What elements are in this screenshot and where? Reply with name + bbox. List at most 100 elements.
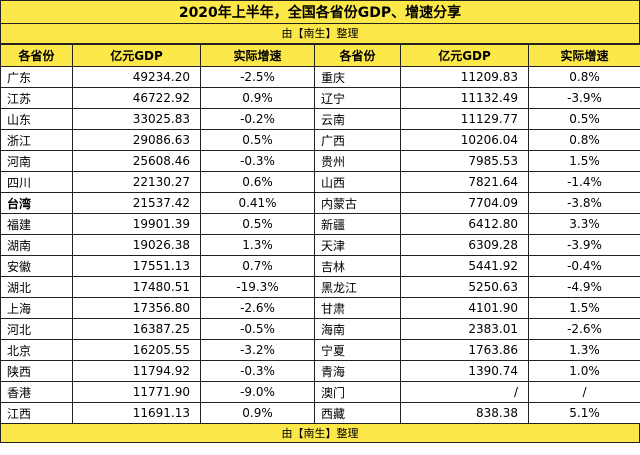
table-title: 2020年上半年，全国各省份GDP、增速分享 <box>0 0 640 24</box>
gdp-value-right: 10206.04 <box>400 129 529 151</box>
gdp-value-right: 7985.53 <box>400 150 529 172</box>
growth-rate-left: 0.6% <box>200 171 315 193</box>
province-name-left: 河北 <box>0 318 73 340</box>
province-name-right: 西藏 <box>314 402 401 424</box>
growth-rate-right: 1.0% <box>528 360 640 382</box>
growth-rate-left: 0.9% <box>200 87 315 109</box>
table-row: 山东 33025.83 -0.2% 云南 11129.77 0.5% <box>0 108 640 130</box>
table-subtitle: 由【南生】整理 <box>0 24 640 44</box>
gdp-value-right: 6309.28 <box>400 234 529 256</box>
province-name-right: 青海 <box>314 360 401 382</box>
province-name-left: 台湾 <box>0 192 73 214</box>
gdp-value-right: 7704.09 <box>400 192 529 214</box>
header-row: 各省份 亿元GDP 实际增速 各省份 亿元GDP 实际增速 <box>0 44 640 67</box>
gdp-table: 各省份 亿元GDP 实际增速 各省份 亿元GDP 实际增速 广东 49234.20… <box>0 44 640 424</box>
gdp-value-right: 4101.90 <box>400 297 529 319</box>
table-row: 上海 17356.80 -2.6% 甘肃 4101.90 1.5% <box>0 297 640 319</box>
province-name-left: 江苏 <box>0 87 73 109</box>
table-row: 广东 49234.20 -2.5% 重庆 11209.83 0.8% <box>0 66 640 88</box>
gdp-value-right: 838.38 <box>400 402 529 424</box>
growth-rate-right: 0.8% <box>528 66 640 88</box>
gdp-value-right: 1390.74 <box>400 360 529 382</box>
table-row: 河南 25608.46 -0.3% 贵州 7985.53 1.5% <box>0 150 640 172</box>
province-name-right: 辽宁 <box>314 87 401 109</box>
gdp-value-left: 21537.42 <box>72 192 201 214</box>
growth-rate-left: -9.0% <box>200 381 315 403</box>
province-name-right: 黑龙江 <box>314 276 401 298</box>
growth-rate-right: 0.5% <box>528 108 640 130</box>
table-body: 广东 49234.20 -2.5% 重庆 11209.83 0.8% 江苏 46722.92 0… <box>0 66 640 424</box>
province-name-right: 广西 <box>314 129 401 151</box>
province-name-right: 贵州 <box>314 150 401 172</box>
province-name-right: 内蒙古 <box>314 192 401 214</box>
gdp-value-left: 11771.90 <box>72 381 201 403</box>
province-name-right: 天津 <box>314 234 401 256</box>
table-row: 河北 16387.25 -0.5% 海南 2383.01 -2.6% <box>0 318 640 340</box>
province-name-right: 山西 <box>314 171 401 193</box>
province-name-right: 云南 <box>314 108 401 130</box>
province-name-left: 浙江 <box>0 129 73 151</box>
table-row: 台湾 21537.42 0.41% 内蒙古 7704.09 -3.8% <box>0 192 640 214</box>
province-name-right: 宁夏 <box>314 339 401 361</box>
table-row: 北京 16205.55 -3.2% 宁夏 1763.86 1.3% <box>0 339 640 361</box>
gdp-value-left: 11794.92 <box>72 360 201 382</box>
province-name-right: 吉林 <box>314 255 401 277</box>
table-row: 江苏 46722.92 0.9% 辽宁 11132.49 -3.9% <box>0 87 640 109</box>
gdp-value-right: 2383.01 <box>400 318 529 340</box>
gdp-value-left: 17480.51 <box>72 276 201 298</box>
province-name-left: 河南 <box>0 150 73 172</box>
gdp-value-left: 33025.83 <box>72 108 201 130</box>
gdp-value-right: 11129.77 <box>400 108 529 130</box>
growth-rate-left: -2.5% <box>200 66 315 88</box>
growth-rate-right: 1.3% <box>528 339 640 361</box>
table-row: 浙江 29086.63 0.5% 广西 10206.04 0.8% <box>0 129 640 151</box>
growth-rate-left: 0.5% <box>200 213 315 235</box>
province-name-left: 湖北 <box>0 276 73 298</box>
growth-rate-right: 5.1% <box>528 402 640 424</box>
province-name-left: 四川 <box>0 171 73 193</box>
gdp-value-left: 16387.25 <box>72 318 201 340</box>
table-row: 湖南 19026.38 1.3% 天津 6309.28 -3.9% <box>0 234 640 256</box>
gdp-value-left: 11691.13 <box>72 402 201 424</box>
table-row: 江西 11691.13 0.9% 西藏 838.38 5.1% <box>0 402 640 424</box>
table-row: 四川 22130.27 0.6% 山西 7821.64 -1.4% <box>0 171 640 193</box>
gdp-value-left: 17551.13 <box>72 255 201 277</box>
header-province-right: 各省份 <box>314 44 401 67</box>
header-province-left: 各省份 <box>0 44 73 67</box>
gdp-value-right: / <box>400 381 529 403</box>
growth-rate-right: 3.3% <box>528 213 640 235</box>
province-name-right: 新疆 <box>314 213 401 235</box>
gdp-value-right: 6412.80 <box>400 213 529 235</box>
growth-rate-right: -3.8% <box>528 192 640 214</box>
province-name-right: 重庆 <box>314 66 401 88</box>
table-row: 香港 11771.90 -9.0% 澳门 / / <box>0 381 640 403</box>
growth-rate-right: 0.8% <box>528 129 640 151</box>
header-rate-right: 实际增速 <box>528 44 640 67</box>
growth-rate-left: -2.6% <box>200 297 315 319</box>
growth-rate-left: -19.3% <box>200 276 315 298</box>
province-name-left: 福建 <box>0 213 73 235</box>
province-name-right: 澳门 <box>314 381 401 403</box>
header-gdp-left: 亿元GDP <box>72 44 201 67</box>
gdp-value-left: 29086.63 <box>72 129 201 151</box>
growth-rate-right: -1.4% <box>528 171 640 193</box>
growth-rate-left: -3.2% <box>200 339 315 361</box>
growth-rate-right: 1.5% <box>528 297 640 319</box>
growth-rate-left: 0.41% <box>200 192 315 214</box>
gdp-value-right: 1763.86 <box>400 339 529 361</box>
growth-rate-right: -3.9% <box>528 234 640 256</box>
gdp-value-left: 16205.55 <box>72 339 201 361</box>
gdp-value-left: 19901.39 <box>72 213 201 235</box>
table-footer: 由【南生】整理 <box>0 424 640 443</box>
province-name-left: 安徽 <box>0 255 73 277</box>
province-name-right: 海南 <box>314 318 401 340</box>
gdp-value-left: 19026.38 <box>72 234 201 256</box>
growth-rate-left: -0.3% <box>200 360 315 382</box>
growth-rate-right: -2.6% <box>528 318 640 340</box>
growth-rate-left: 0.9% <box>200 402 315 424</box>
gdp-value-left: 49234.20 <box>72 66 201 88</box>
province-name-left: 上海 <box>0 297 73 319</box>
growth-rate-right: 1.5% <box>528 150 640 172</box>
table-row: 安徽 17551.13 0.7% 吉林 5441.92 -0.4% <box>0 255 640 277</box>
